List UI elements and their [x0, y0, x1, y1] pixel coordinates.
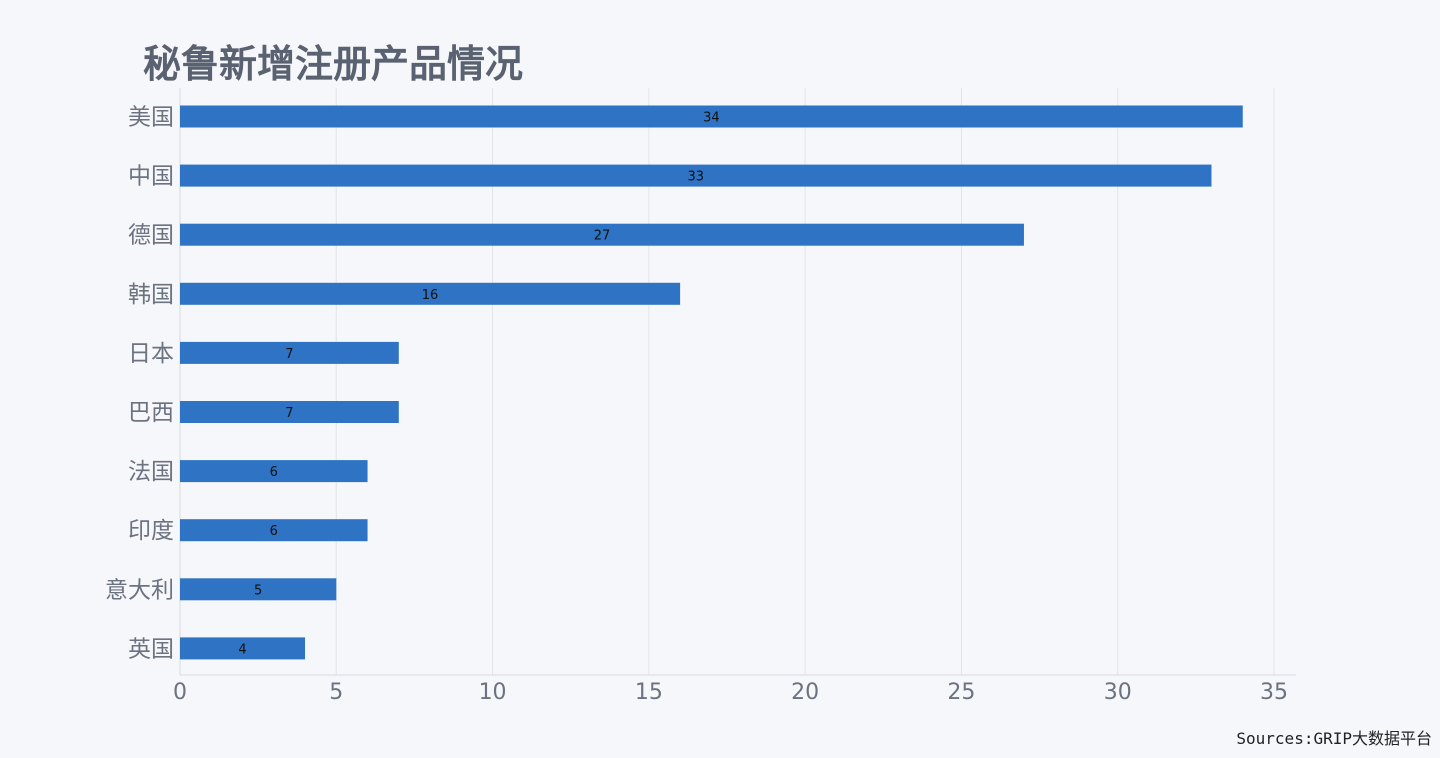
category-label: 法国 [128, 459, 174, 485]
bar [180, 578, 337, 601]
source-note: Sources:GRIP大数据平台 [1236, 729, 1432, 748]
category-label: 中国 [128, 164, 174, 190]
data-label: 34 [703, 111, 720, 126]
bar [180, 519, 368, 542]
data-label: 7 [285, 347, 293, 362]
bar [180, 637, 306, 660]
category-label: 英国 [128, 636, 174, 662]
x-tick-label: 0 [173, 680, 187, 705]
x-tick-label: 25 [947, 680, 975, 705]
bar [180, 164, 1212, 187]
data-label: 33 [687, 170, 704, 185]
data-label: 16 [422, 288, 439, 303]
category-label: 印度 [128, 518, 174, 544]
bar [180, 460, 368, 483]
bars [180, 105, 1243, 660]
data-labels: 34 33 27 16 7 7 6 6 5 4 [238, 111, 719, 658]
data-label: 7 [285, 406, 293, 421]
chart-title: 秘鲁新增注册产品情况 [143, 42, 523, 86]
category-label: 日本 [128, 341, 174, 367]
data-label: 4 [238, 642, 246, 657]
bar [180, 223, 1024, 246]
x-tick-label: 35 [1260, 680, 1288, 705]
x-tick-label: 10 [479, 680, 507, 705]
data-label: 27 [594, 229, 611, 244]
x-tick-label: 30 [1104, 680, 1132, 705]
data-label: 5 [254, 583, 262, 598]
x-tick-label: 5 [329, 680, 343, 705]
x-tick-label: 20 [791, 680, 819, 705]
bar [180, 401, 399, 423]
category-label: 韩国 [128, 282, 174, 308]
data-label: 6 [270, 524, 278, 539]
category-label: 美国 [128, 105, 174, 131]
bar [180, 105, 1243, 128]
x-axis-ticks: 0 5 10 15 20 25 30 35 [173, 680, 1288, 705]
bar [180, 282, 681, 305]
x-tick-label: 15 [635, 680, 663, 705]
category-label: 德国 [128, 223, 174, 249]
data-label: 6 [270, 465, 278, 480]
category-label: 巴西 [128, 400, 174, 426]
category-label: 意大利 [105, 577, 174, 603]
bar [180, 341, 399, 364]
